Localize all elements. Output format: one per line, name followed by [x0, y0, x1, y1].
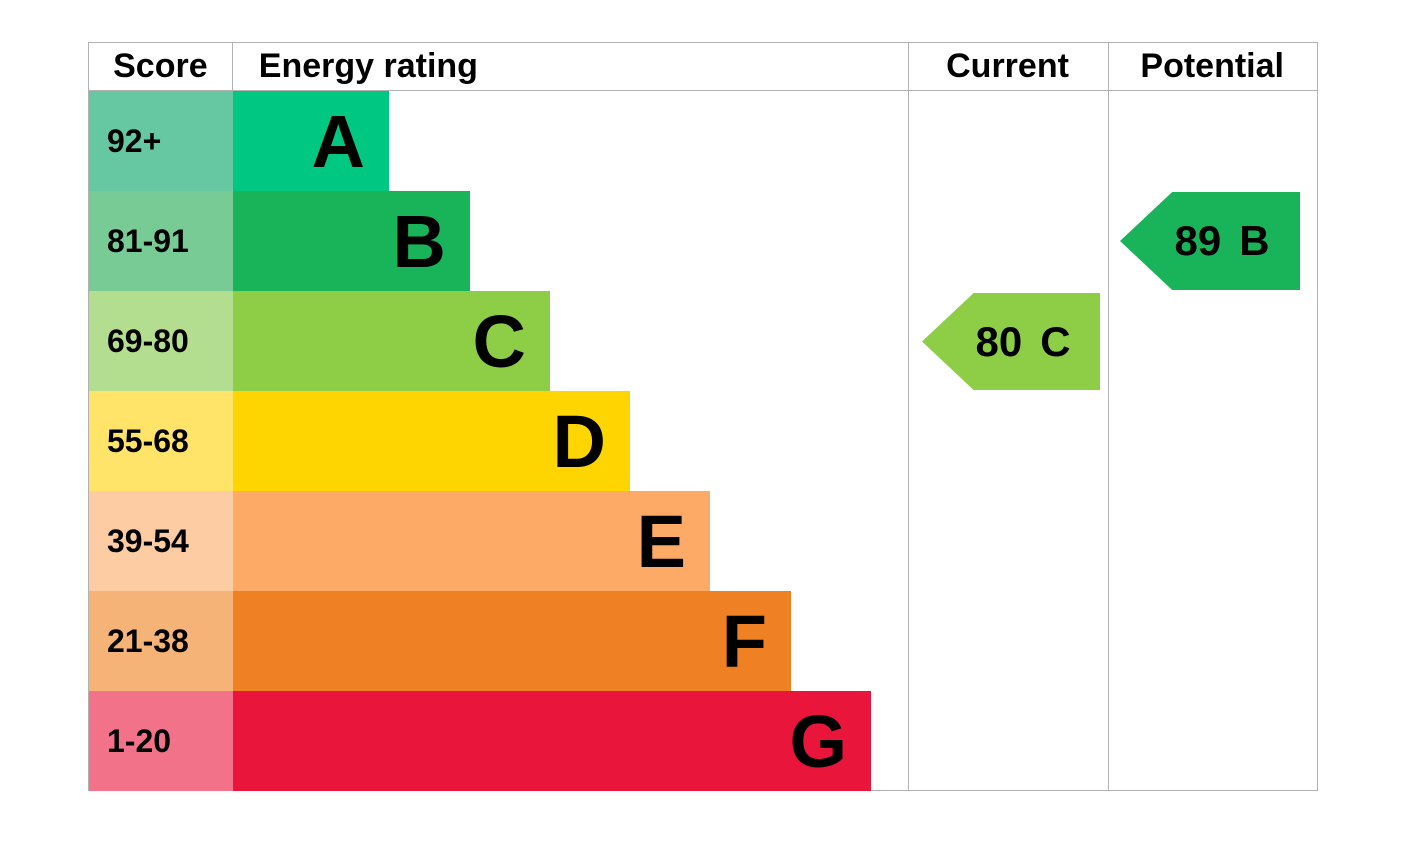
score-cell: 39-54: [89, 491, 233, 591]
band-rows: 92+ A 81-91 B 69-80 C 55-68 D 39-54 E 21…: [89, 91, 1317, 791]
rating-bar-a: A: [233, 91, 389, 191]
column-divider-current: [908, 43, 909, 790]
epc-chart: Score Energy rating Current Potential 92…: [88, 42, 1318, 791]
band-row-e: 39-54 E: [89, 491, 1317, 591]
score-cell: 92+: [89, 91, 233, 191]
potential-letter: B: [1239, 217, 1270, 264]
header-row: Score Energy rating Current Potential: [89, 43, 1317, 91]
column-divider-potential: [1108, 43, 1109, 790]
header-energy-rating: Energy rating: [258, 47, 478, 85]
rating-bar-d: D: [233, 391, 630, 491]
rating-bar-g: G: [233, 691, 871, 791]
current-score: 80: [975, 317, 1023, 365]
rating-bar-e: E: [233, 491, 710, 591]
header-score: Score: [89, 43, 233, 90]
rating-bar-b: B: [233, 191, 470, 291]
score-cell: 21-38: [89, 591, 233, 691]
header-current: Current: [946, 47, 1069, 85]
score-cell: 1-20: [89, 691, 233, 791]
potential-score: 89: [1174, 217, 1222, 264]
band-row-b: 81-91 B: [89, 191, 1317, 291]
current-letter: C: [1040, 317, 1071, 365]
rating-bar-f: F: [233, 591, 791, 691]
rating-bar-c: C: [233, 291, 550, 391]
band-row-a: 92+ A: [89, 91, 1317, 191]
score-cell: 81-91: [89, 191, 233, 291]
band-row-d: 55-68 D: [89, 391, 1317, 491]
score-cell: 69-80: [89, 291, 233, 391]
score-cell: 55-68: [89, 391, 233, 491]
band-row-c: 69-80 C: [89, 291, 1317, 391]
header-potential: Potential: [1140, 47, 1284, 85]
band-row-f: 21-38 F: [89, 591, 1317, 691]
band-row-g: 1-20 G: [89, 691, 1317, 791]
